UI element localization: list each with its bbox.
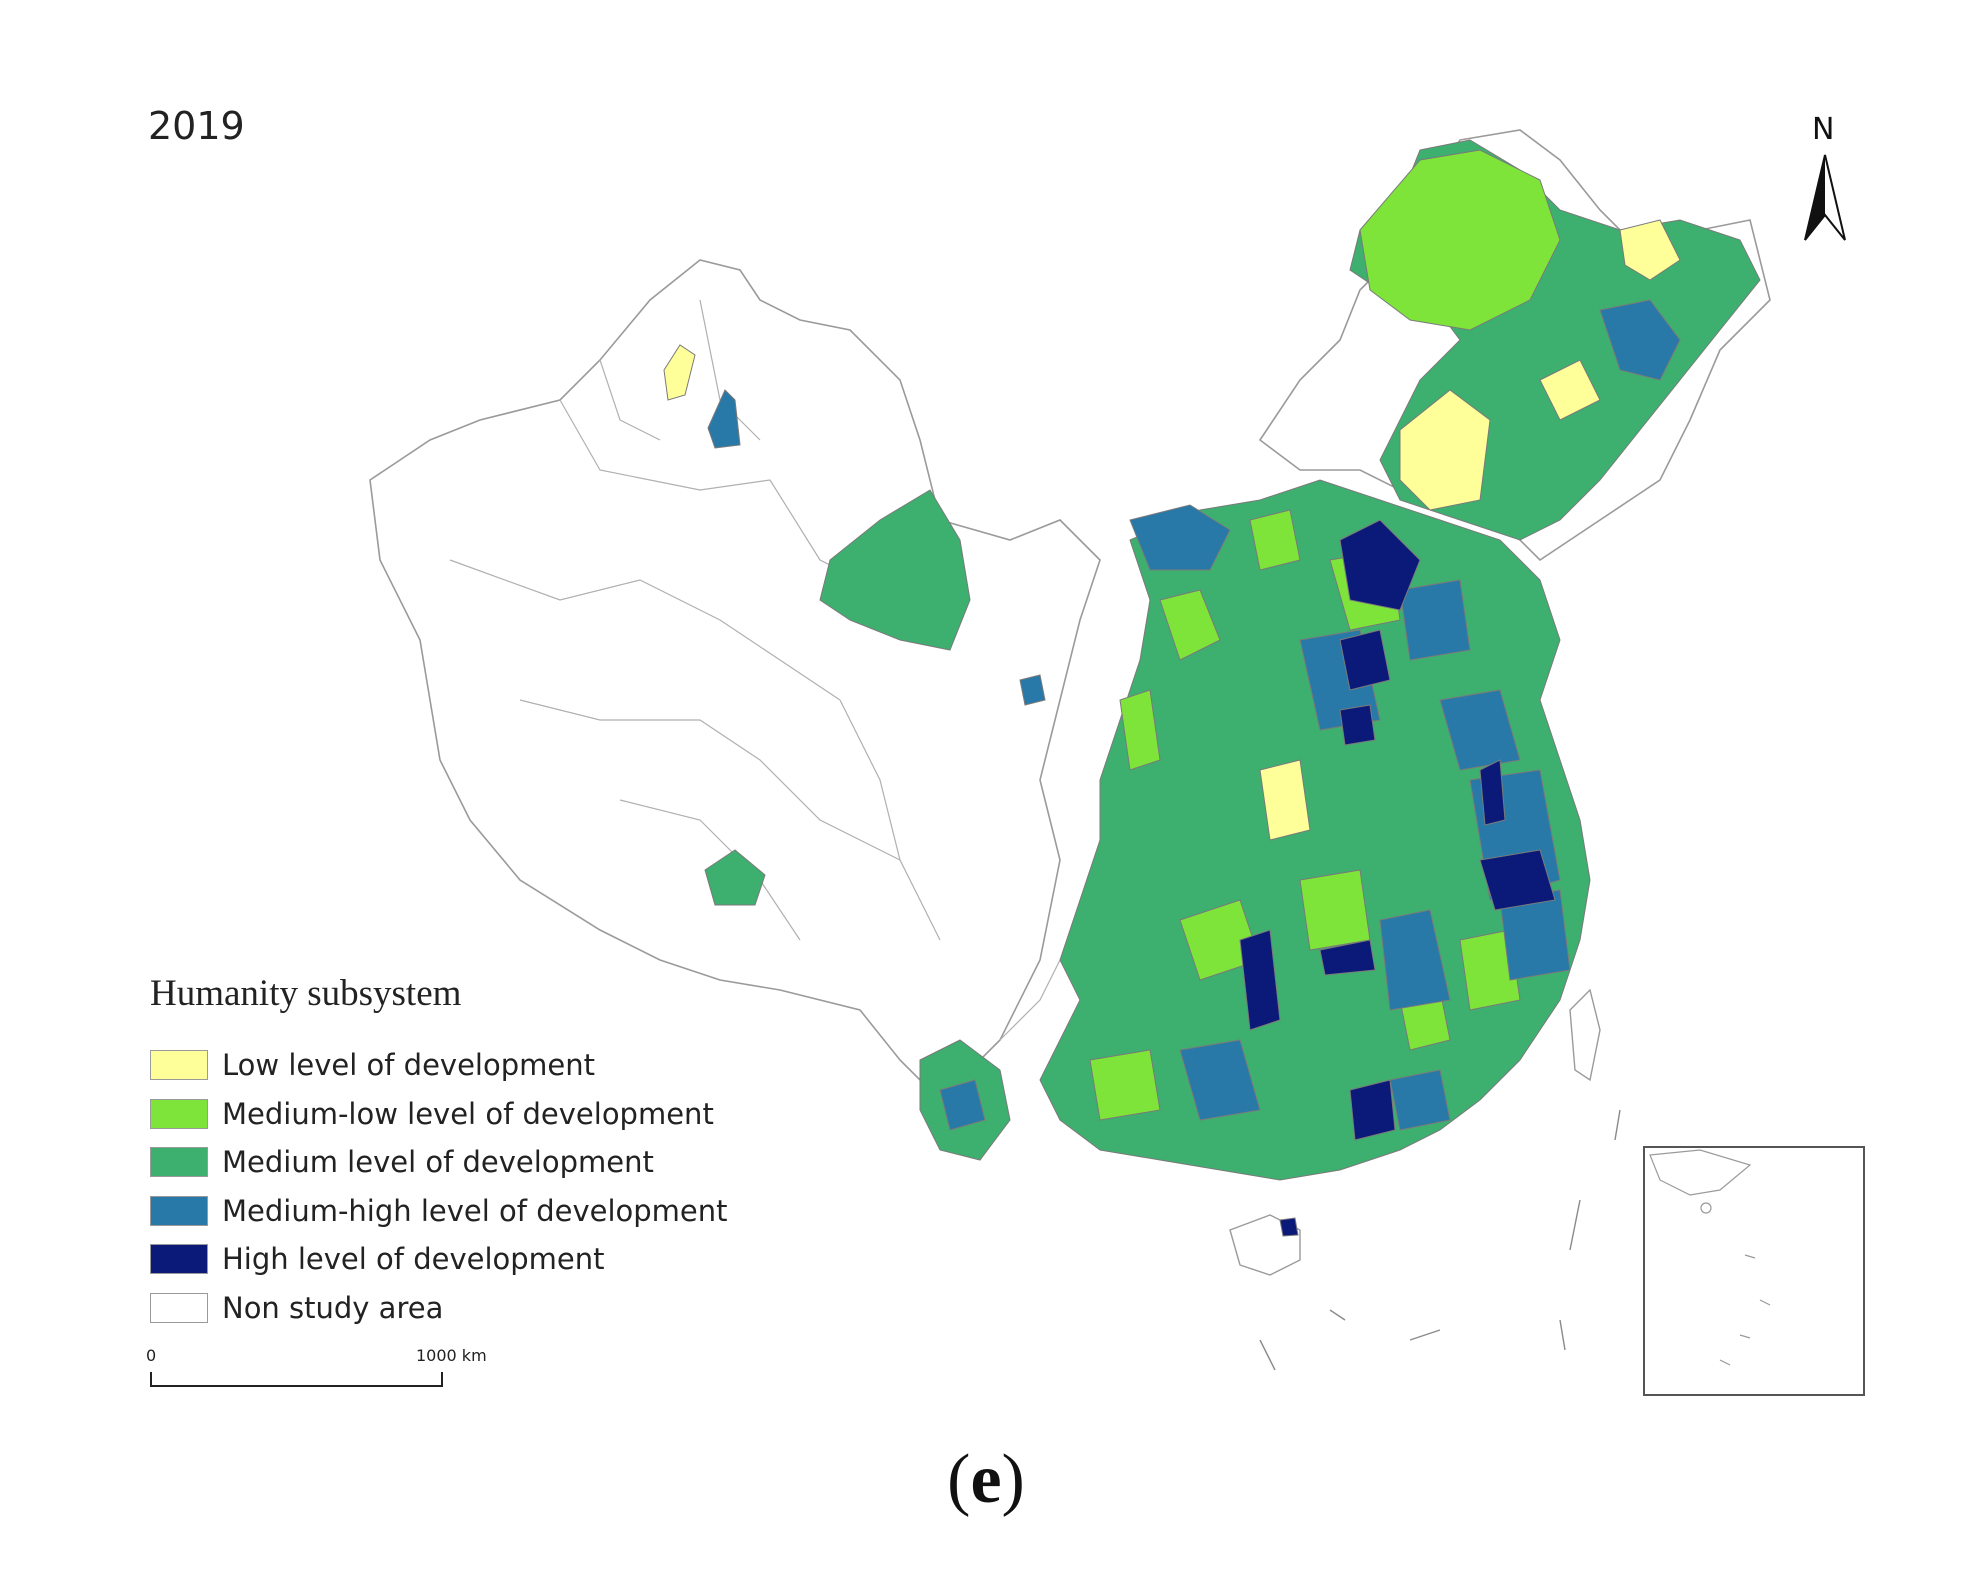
legend-label-high: High level of development	[222, 1242, 605, 1276]
north-label: N	[1812, 112, 1835, 147]
legend-item-medium-low: Medium-low level of development	[150, 1096, 714, 1132]
legend-swatch-non-study	[150, 1293, 208, 1323]
region-northeast-low-3	[1539, 359, 1601, 421]
caption-close: )	[1001, 1441, 1025, 1518]
legend-label-non-study: Non study area	[222, 1291, 444, 1325]
legend-item-high: High level of development	[150, 1241, 605, 1277]
inset-map-coast	[1649, 1149, 1752, 1196]
study-region-main	[1039, 479, 1591, 1181]
region-northeast-medium-high	[1599, 299, 1681, 381]
region-northeast-low-1	[1399, 389, 1491, 511]
legend-item-low: Low level of development	[150, 1047, 595, 1083]
scale-bar	[150, 1372, 443, 1387]
region-northeast-low-2	[1619, 219, 1681, 281]
non-study-region-west	[369, 259, 1101, 1081]
region-xinjiang-low	[663, 344, 696, 401]
legend-item-medium: Medium level of development	[150, 1144, 654, 1180]
legend-label-medium-high: Medium-high level of development	[222, 1194, 728, 1228]
south-sea-features	[1259, 1109, 1621, 1371]
legend-swatch-medium	[150, 1147, 208, 1177]
region-northwest-medium	[819, 489, 971, 651]
legend-label-low: Low level of development	[222, 1048, 595, 1082]
taiwan-island	[1569, 988, 1601, 1082]
region-north-medium-high	[1129, 504, 1231, 571]
region-xinjiang-medium-high	[707, 389, 741, 449]
legend-item-non-study: Non study area	[150, 1290, 443, 1326]
region-patches	[1019, 509, 1571, 1141]
inset-map-islands	[1700, 1202, 1771, 1366]
region-west-medium	[704, 849, 766, 906]
caption-open: (	[947, 1441, 971, 1518]
legend-title: Humanity subsystem	[150, 973, 462, 1014]
map-year: 2019	[148, 104, 245, 148]
legend-swatch-medium-high	[150, 1196, 208, 1226]
legend-label-medium-low: Medium-low level of development	[222, 1097, 714, 1131]
legend-swatch-low	[150, 1050, 208, 1080]
region-southwest-medium-high	[939, 1079, 986, 1131]
caption-letter: e	[970, 1441, 1002, 1518]
legend-label-medium: Medium level of development	[222, 1145, 654, 1179]
region-northeast-medium-low	[1359, 149, 1561, 331]
figure-caption: (e)	[0, 1440, 1972, 1520]
hainan-high-patch	[1279, 1217, 1299, 1237]
legend-swatch-medium-low	[150, 1099, 208, 1129]
legend-item-medium-high: Medium-high level of development	[150, 1193, 728, 1229]
scale-bar-end-label: 1000 km	[416, 1346, 487, 1365]
scale-bar-start-label: 0	[146, 1346, 157, 1365]
legend-swatch-high	[150, 1244, 208, 1274]
